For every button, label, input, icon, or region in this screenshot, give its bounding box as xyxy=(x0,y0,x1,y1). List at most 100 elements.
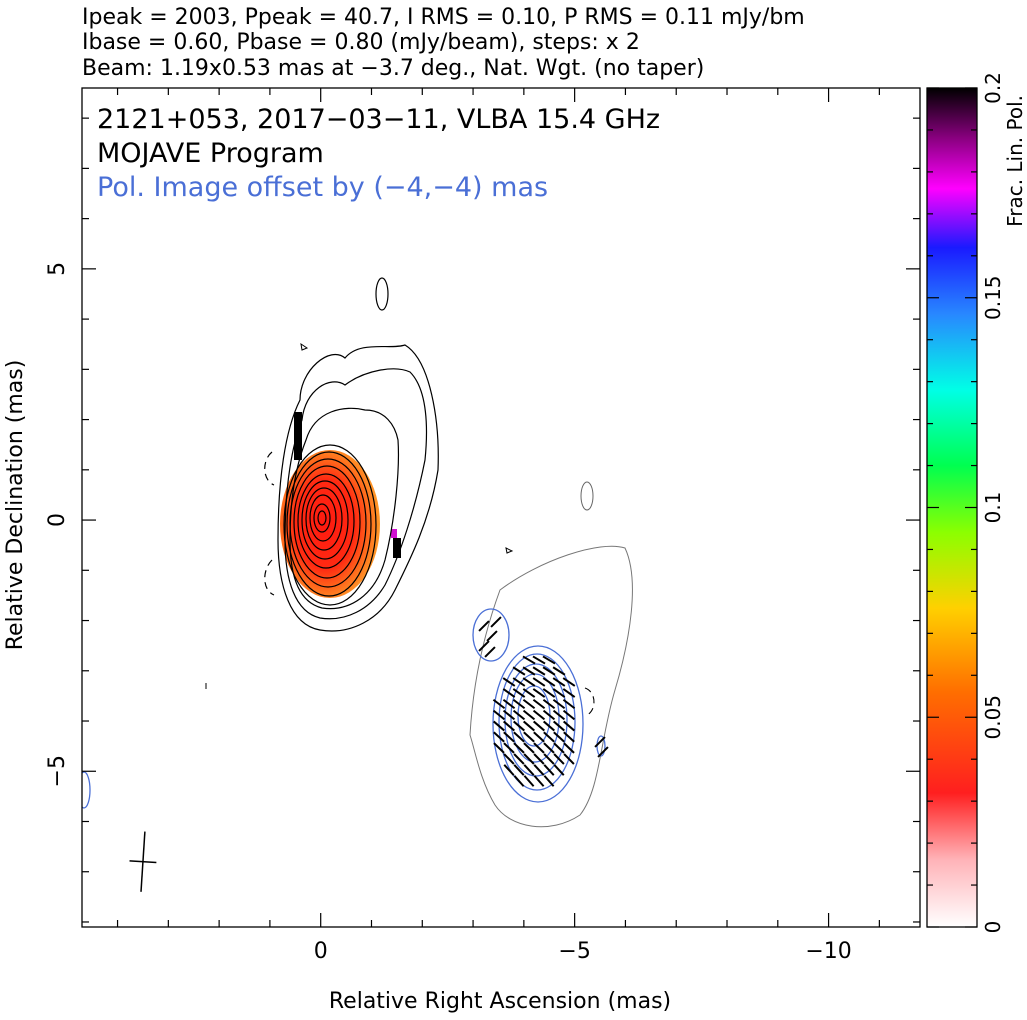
plot-label-offset: Pol. Image offset by (−4,−4) mas xyxy=(97,172,548,203)
colorbar-tick-labels: 0 0.05 0.1 0.15 0.2 xyxy=(981,72,1005,933)
evpa-tick xyxy=(562,677,576,687)
evpa-tick xyxy=(533,720,545,732)
evpa-tick xyxy=(522,698,536,710)
evpa-tick xyxy=(523,775,535,787)
colorbar-tick-label: 0.1 xyxy=(981,492,1005,524)
evpa-tick xyxy=(543,731,555,743)
evpa-tick xyxy=(597,746,609,758)
evpa-tick xyxy=(543,720,555,732)
evpa-tick xyxy=(522,655,536,665)
beam-ellipse xyxy=(129,831,157,892)
x-tick-label: 0 xyxy=(314,939,328,964)
evpa-tick xyxy=(513,731,525,743)
evpa-tick xyxy=(522,666,536,676)
evpa-tick xyxy=(532,666,546,676)
evpa-tick xyxy=(542,677,556,687)
plot-label-program: MOJAVE Program xyxy=(97,138,324,169)
evpa-tick xyxy=(533,742,545,754)
evpa-tick xyxy=(523,720,535,732)
header-line-3: Beam: 1.19x0.53 mas at −3.7 deg., Nat. W… xyxy=(82,56,704,81)
stokes-i-island-north xyxy=(375,277,389,311)
evpa-tick xyxy=(486,630,498,642)
evpa-tick xyxy=(503,764,515,776)
evpa-tick xyxy=(512,677,526,687)
y-tick-label: 5 xyxy=(45,262,70,276)
evpa-tick xyxy=(543,764,555,776)
evpa-tick xyxy=(522,709,536,721)
evpa-tick xyxy=(543,775,555,787)
beam-minor-axis xyxy=(129,860,157,864)
evpa-tick xyxy=(552,709,566,721)
stokes-i-contour-outer-3 xyxy=(289,407,400,610)
negative-contour-3 xyxy=(584,687,595,717)
evpa-tick xyxy=(542,709,556,721)
pol-artifact-magenta xyxy=(391,529,397,538)
evpa-tick xyxy=(532,709,546,721)
evpa-tick xyxy=(512,688,526,698)
evpa-vectors xyxy=(478,616,609,787)
offset-stokes-i-contour xyxy=(469,545,633,828)
evpa-tick xyxy=(594,736,606,748)
evpa-tick xyxy=(502,677,516,687)
frac-pol-fill xyxy=(280,450,380,598)
plot-frame xyxy=(81,87,921,928)
evpa-tick xyxy=(490,616,502,628)
evpa-tick xyxy=(513,720,525,732)
stokes-i-island-east xyxy=(580,481,594,511)
header-line-2: Ibase = 0.60, Pbase = 0.80 (mJy/beam), s… xyxy=(82,30,640,55)
evpa-tick xyxy=(503,742,515,754)
axis-ticks xyxy=(82,88,920,927)
evpa-tick xyxy=(493,720,505,732)
colorbar-label: Frac. Lin. Pol. xyxy=(1003,95,1027,227)
evpa-tick xyxy=(553,720,565,732)
evpa-tick xyxy=(493,742,505,754)
evpa-tick xyxy=(513,775,525,787)
evpa-tick xyxy=(523,742,535,754)
evpa-tick xyxy=(552,677,566,687)
x-tick-label: −5 xyxy=(558,939,590,964)
colorbar-tick-label: 0.2 xyxy=(981,72,1005,104)
negative-contour-2 xyxy=(264,559,275,596)
colorbar-ticks xyxy=(927,87,977,928)
small-contour-east xyxy=(505,547,514,554)
evpa-tick xyxy=(523,753,535,765)
evpa-tick xyxy=(502,698,516,710)
y-axis-label: Relative Declination (mas) xyxy=(3,360,28,651)
evpa-tick xyxy=(552,688,566,698)
evpa-tick xyxy=(562,698,576,710)
evpa-tick xyxy=(523,764,535,776)
evpa-tick xyxy=(532,677,546,687)
evpa-tick xyxy=(492,709,506,721)
evpa-tick xyxy=(543,742,555,754)
pol-artifact-left xyxy=(294,412,302,460)
evpa-tick xyxy=(563,731,575,743)
evpa-tick xyxy=(502,709,516,721)
axis-tick-labels: 0 −5 −10 5 0 −5 xyxy=(45,262,852,964)
evpa-tick xyxy=(484,646,496,658)
evpa-tick xyxy=(542,666,556,676)
evpa-tick xyxy=(562,688,576,698)
evpa-tick xyxy=(493,731,505,743)
evpa-tick xyxy=(542,655,556,665)
evpa-tick xyxy=(552,698,566,710)
evpa-tick xyxy=(503,753,515,765)
evpa-tick xyxy=(522,677,536,687)
evpa-tick xyxy=(533,753,545,765)
evpa-tick xyxy=(543,753,555,765)
plot-label-source: 2121+053, 2017−03−11, VLBA 15.4 GHz xyxy=(97,104,660,135)
evpa-tick xyxy=(478,640,490,652)
stokes-i-core-contours xyxy=(283,444,377,606)
evpa-tick xyxy=(553,764,565,776)
small-contour-north xyxy=(300,342,309,351)
evpa-tick xyxy=(533,775,545,787)
header-line-1: Ipeak = 2003, Ppeak = 40.7, I RMS = 0.10… xyxy=(82,5,805,30)
evpa-tick xyxy=(513,742,525,754)
evpa-tick xyxy=(502,688,516,698)
evpa-tick xyxy=(542,698,556,710)
evpa-tick xyxy=(522,688,536,698)
evpa-tick xyxy=(553,753,565,765)
evpa-tick xyxy=(512,666,526,676)
evpa-tick xyxy=(512,698,526,710)
pol-artifact-right xyxy=(393,538,401,558)
